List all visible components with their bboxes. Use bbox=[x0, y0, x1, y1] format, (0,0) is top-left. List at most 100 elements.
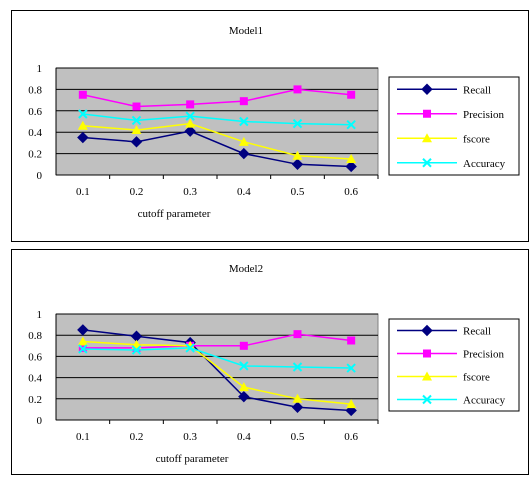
data-point bbox=[292, 150, 303, 160]
y-tick-label: 0.4 bbox=[28, 373, 42, 385]
data-point bbox=[238, 147, 250, 160]
chart-model1-svg: Model1 cutoff parameter 0 0.2 0.4 0.6 0.8 1 0.… bbox=[28, 25, 520, 220]
data-point bbox=[239, 361, 249, 371]
data-point bbox=[131, 125, 142, 135]
data-point bbox=[77, 120, 88, 130]
y-tick-label: 0 bbox=[37, 415, 43, 427]
x-axis-label: cutoff parameter bbox=[156, 453, 229, 465]
series-line bbox=[82, 88, 352, 108]
series-fscore bbox=[77, 336, 357, 409]
data-point bbox=[186, 100, 195, 109]
data-point bbox=[184, 125, 196, 137]
x-tick-label: 0.5 bbox=[291, 186, 305, 198]
legend-label: Accuracy bbox=[463, 158, 506, 170]
legend-label: Accuracy bbox=[463, 395, 506, 407]
legend-box bbox=[388, 76, 520, 176]
legend-label: Recall bbox=[463, 326, 491, 338]
y-tick-label: 0 bbox=[37, 170, 43, 182]
series-accuracy bbox=[78, 109, 356, 130]
data-point bbox=[422, 133, 432, 143]
series-line bbox=[82, 122, 352, 160]
y-tick-label: 0.6 bbox=[28, 106, 42, 118]
data-point bbox=[77, 131, 89, 144]
x-tick-label: 0.2 bbox=[130, 186, 144, 198]
y-tick-label: 0.4 bbox=[28, 127, 42, 139]
legend-box bbox=[388, 318, 520, 412]
data-point bbox=[422, 158, 432, 168]
data-point bbox=[291, 158, 304, 171]
data-point bbox=[185, 111, 195, 121]
legend: Recall Precision fscore Accuracy bbox=[388, 318, 520, 412]
x-tick-label: 0.6 bbox=[344, 186, 358, 198]
data-point bbox=[346, 153, 357, 163]
data-point bbox=[421, 83, 433, 95]
x-tick-label: 0.4 bbox=[237, 186, 251, 198]
data-point bbox=[131, 345, 142, 355]
y-tick-label: 0.6 bbox=[28, 351, 42, 363]
data-point bbox=[238, 382, 249, 392]
gridlines bbox=[56, 67, 378, 155]
legend-label: fscore bbox=[463, 133, 490, 145]
plot-area bbox=[55, 67, 379, 176]
data-point bbox=[345, 160, 357, 173]
series-line bbox=[82, 333, 352, 349]
data-point bbox=[131, 115, 142, 126]
series-line bbox=[82, 113, 352, 126]
data-point bbox=[238, 136, 249, 146]
series-line bbox=[82, 340, 352, 405]
x-tick-label: 0.6 bbox=[344, 431, 358, 443]
data-point bbox=[78, 344, 88, 354]
data-point bbox=[422, 394, 432, 405]
y-tick-label: 0.8 bbox=[28, 84, 42, 96]
series-accuracy bbox=[78, 343, 356, 373]
chart-title: Model2 bbox=[229, 263, 263, 275]
chart-model1: Model1 cutoff parameter 0 0.2 0.4 0.6 0.8 1 0.… bbox=[11, 10, 529, 242]
x-tick-label: 0.1 bbox=[76, 186, 90, 198]
series-line bbox=[82, 130, 352, 168]
x-tick-label: 0.3 bbox=[183, 431, 197, 443]
data-point bbox=[132, 102, 141, 111]
series-fscore bbox=[77, 118, 357, 163]
chart-model2: Model2 cutoff parameter 0 0.2 0.4 0.6 0.8 1 0.… bbox=[11, 249, 529, 475]
data-point bbox=[422, 371, 432, 381]
data-point bbox=[130, 136, 143, 148]
data-point bbox=[239, 97, 248, 106]
chart-model2-svg: Model2 cutoff parameter 0 0.2 0.4 0.6 0.8 1 0.… bbox=[28, 263, 520, 465]
x-tick-label: 0.3 bbox=[183, 186, 197, 198]
data-point bbox=[291, 401, 304, 413]
data-point bbox=[77, 336, 88, 346]
y-tick-label: 0.2 bbox=[28, 394, 42, 406]
y-tick-label: 0.8 bbox=[28, 330, 42, 342]
data-point bbox=[238, 390, 250, 403]
series-line bbox=[82, 329, 352, 412]
data-point bbox=[346, 363, 356, 373]
series-line bbox=[82, 347, 352, 369]
data-point bbox=[346, 399, 357, 409]
data-point bbox=[239, 341, 248, 350]
series-precision bbox=[78, 85, 356, 111]
y-tick-label: 0.2 bbox=[28, 149, 42, 161]
y-tick-label: 1 bbox=[37, 63, 43, 75]
legend: Recall Precision fscore Accuracy bbox=[388, 76, 520, 176]
y-tick-label: 1 bbox=[37, 309, 43, 321]
series-recall bbox=[77, 125, 357, 173]
x-tick-label: 0.5 bbox=[291, 431, 305, 443]
data-point bbox=[77, 324, 89, 336]
data-point bbox=[423, 349, 431, 358]
data-point bbox=[423, 109, 431, 118]
data-point bbox=[78, 109, 88, 119]
data-point bbox=[293, 330, 302, 339]
legend-label: fscore bbox=[463, 372, 490, 384]
x-tick-label: 0.1 bbox=[76, 431, 90, 443]
data-point bbox=[347, 336, 356, 345]
x-tick-label: 0.2 bbox=[130, 431, 144, 443]
x-axis-label: cutoff parameter bbox=[138, 208, 211, 220]
data-point bbox=[292, 118, 303, 129]
data-point bbox=[293, 85, 302, 94]
data-point bbox=[347, 90, 356, 99]
data-point bbox=[185, 118, 196, 128]
data-point bbox=[185, 343, 195, 353]
data-point bbox=[292, 393, 303, 403]
data-point bbox=[78, 90, 87, 99]
chart-title: Model1 bbox=[229, 25, 263, 37]
